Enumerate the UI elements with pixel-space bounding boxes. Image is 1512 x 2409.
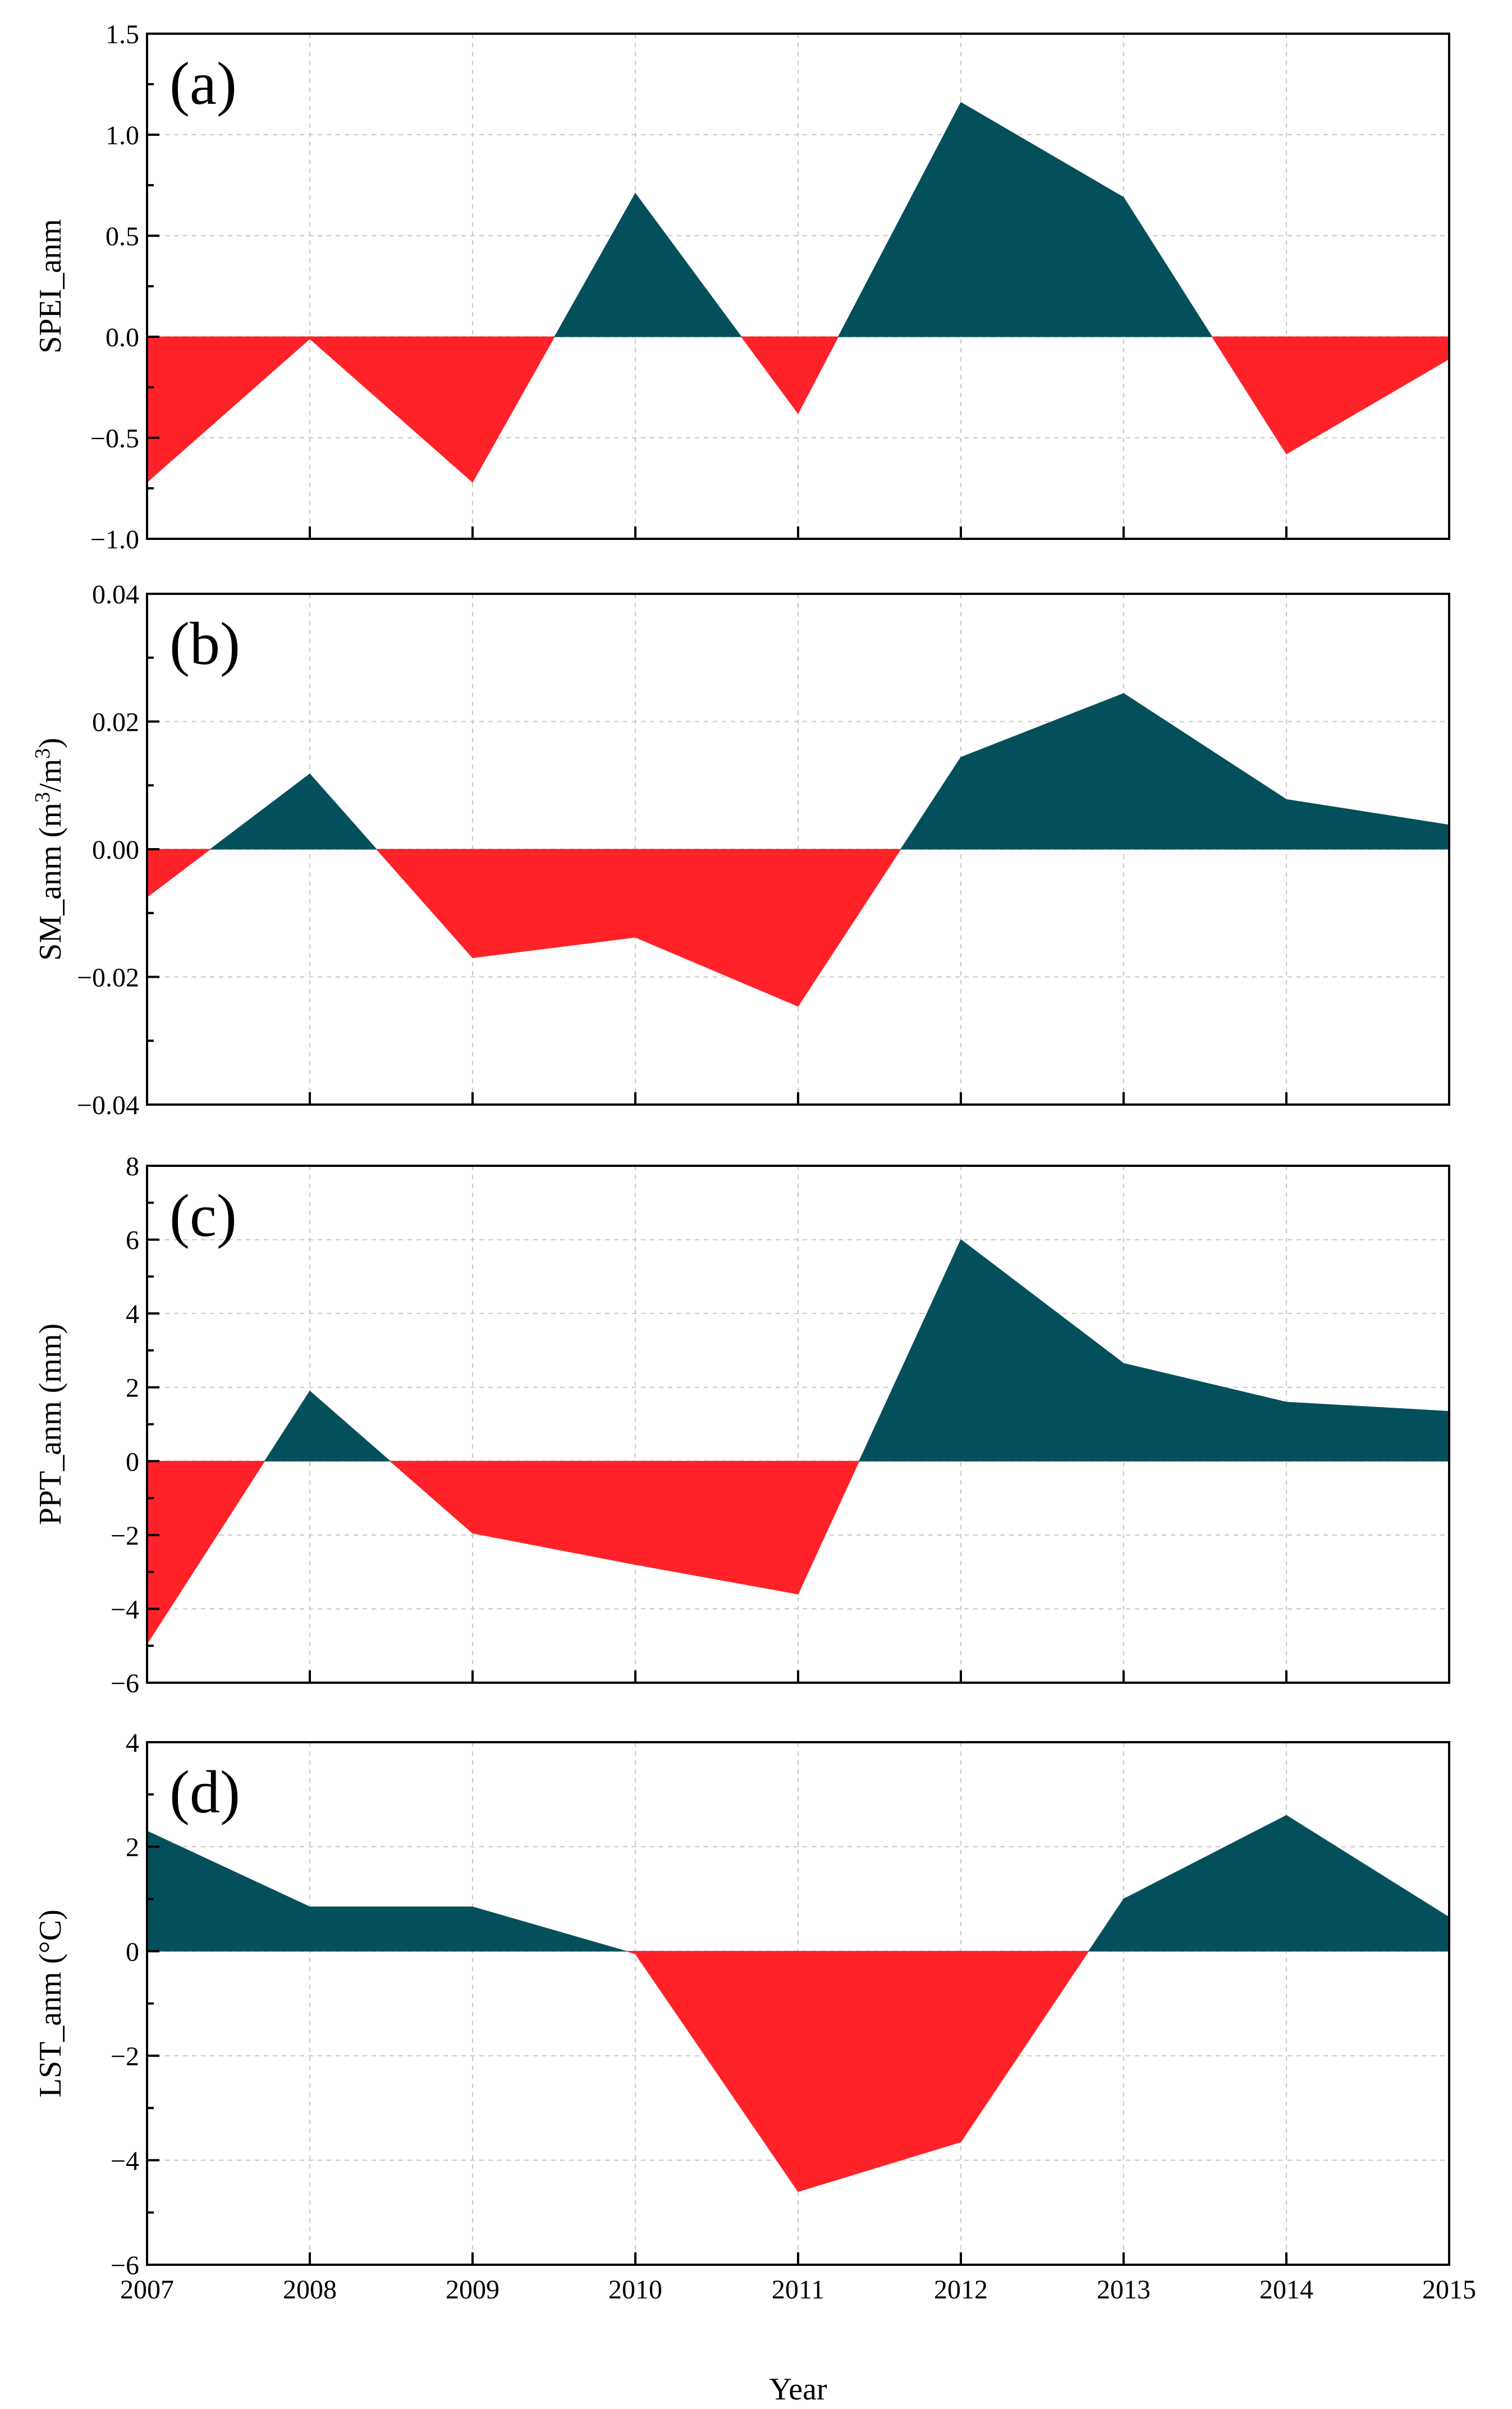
positive-area-segment [309,773,377,850]
negative-area-segment [309,336,473,483]
y-tick-label: 0.0 [106,323,139,352]
positive-area-segment [1123,693,1287,850]
y-tick-label: −6 [111,1669,139,1698]
y-tick-label: 0 [126,1447,139,1477]
positive-area-segment [309,1390,391,1462]
positive-area-segment [1123,196,1213,337]
y-tick-label: 1.5 [106,20,139,49]
positive-area-segment [309,1906,473,1952]
negative-area-segment [1211,336,1287,455]
positive-area-segment [554,192,636,337]
x-tick-label: 2014 [1259,2275,1313,2305]
positive-area-segment [1286,1815,1450,1952]
y-tick-label: −4 [111,2146,139,2176]
positive-area-segment [209,773,310,850]
y-tick-label: −2 [111,1521,139,1551]
panel-label: (a) [169,51,237,117]
positive-area-segment [146,1830,310,1952]
positive-area-segment [858,1239,961,1462]
x-tick-label: 2015 [1422,2275,1476,2305]
y-tick-label: 6 [126,1226,139,1256]
x-axis-title: Year [769,2372,827,2407]
panel-d: −6 −4 −2 0 2 4 2007 2008 2009 2010 2011 2012 2013 201… [33,1728,1476,2305]
negative-area-segment [146,336,310,483]
negative-area-segment [635,849,799,1007]
negative-area-segment [472,1460,636,1565]
positive-area-segment [1123,1363,1287,1462]
negative-area-segment [798,1460,860,1595]
negative-area-segment [798,336,839,414]
y-tick-label: 4 [126,1728,139,1758]
negative-area-segment [472,849,636,958]
x-tick-label: 2009 [446,2275,500,2305]
positive-area-segment [1286,799,1450,850]
negative-area-segment [146,849,212,898]
chart-panels: −1.0−0.50.00.51.01.5(a)SPEI_anm−0.04−0.0… [31,20,1476,2305]
y-tick-label: 0.00 [92,835,139,865]
positive-area-segment [264,1390,310,1462]
positive-area-segment [472,1906,627,1952]
y-axis-title: SPEI_anm [33,219,68,354]
panel-label: (b) [169,611,240,677]
positive-area-segment [1286,1402,1450,1462]
y-tick-label: −1.0 [90,525,139,555]
positive-area-segment [960,1239,1124,1462]
x-tick-label: 2010 [608,2275,662,2305]
y-tick-label: 1.0 [106,121,139,150]
y-tick-label: 2 [126,1833,139,1862]
panel-label: (c) [169,1183,237,1249]
panel-a: −1.0 −0.5 0.0 0.5 1.0 1.5 (a) SPEI_anm [33,20,1450,555]
negative-area-segment [740,336,799,415]
positive-area-segment [960,693,1124,850]
positive-area-segment [837,102,961,337]
negative-area-segment [375,849,473,959]
y-tick-label: −0.02 [77,963,139,993]
y-tick-label: 0.04 [92,580,139,610]
panel-c: −6 −4 −2 0 2 4 6 8 (c) PPT_anm (mm) [33,1152,1450,1698]
y-tick-label: 0 [126,1937,139,1967]
y-tick-label: −4 [111,1595,139,1624]
x-tick-label: 2008 [283,2275,337,2305]
negative-area-segment [626,1950,636,1954]
y-tick-label: 0.5 [106,222,139,251]
y-tick-label: −2 [111,2042,139,2072]
y-tick-label: −6 [111,2251,139,2280]
x-tick-label: 2007 [120,2275,174,2305]
y-tick-label: −0.5 [90,424,139,454]
negative-area-segment [146,1460,265,1645]
negative-area-segment [472,336,555,484]
positive-area-segment [960,102,1124,337]
positive-area-segment [1088,1898,1124,1952]
negative-area-segment [798,849,901,1007]
y-axis-title: LST_anm (°C) [33,1909,68,2097]
negative-area-segment [389,1460,473,1534]
x-tick-label: 2012 [934,2275,988,2305]
negative-area-segment [1286,336,1450,455]
y-axis-title: PPT_anm (mm) [33,1323,68,1525]
panel-b: −0.04 −0.02 0.00 0.02 0.04 (b) SM_anm (m3/m3) [31,580,1450,1120]
y-axis-title: SM_anm (m3/m3) [31,738,68,960]
y-tick-label: 2 [126,1373,139,1403]
negative-area-segment [635,1950,799,2193]
y-tick-label: 8 [126,1152,139,1181]
negative-area-segment [960,1950,1089,2143]
x-tick-label: 2011 [772,2275,824,2305]
positive-area-segment [1123,1815,1287,1952]
positive-area-segment [900,756,961,850]
y-tick-label: −0.04 [77,1091,139,1120]
y-tick-label: 4 [126,1299,139,1329]
x-tick-label: 2013 [1097,2275,1151,2305]
positive-area-segment [635,192,742,337]
negative-area-segment [798,1950,961,2192]
y-tick-label: 0.02 [92,708,139,738]
negative-area-segment [635,1460,799,1595]
panel-label: (d) [169,1759,240,1826]
